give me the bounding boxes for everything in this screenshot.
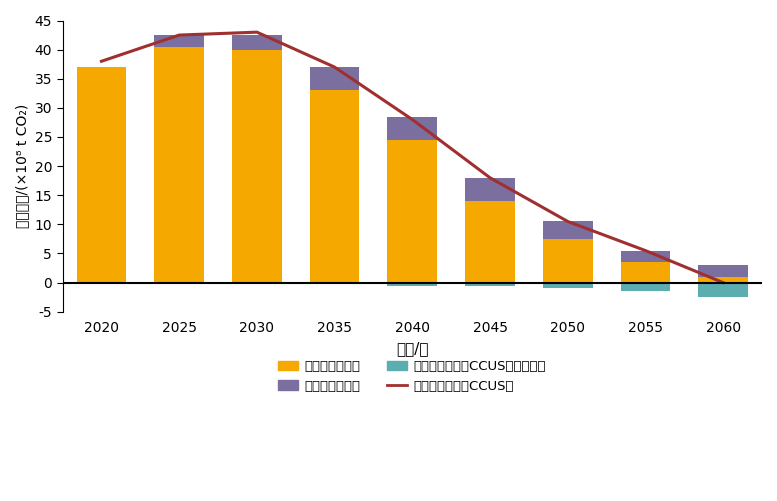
- Bar: [465, 178, 515, 201]
- Bar: [388, 283, 437, 286]
- Bar: [155, 35, 204, 47]
- Bar: [699, 283, 748, 297]
- Bar: [388, 140, 437, 283]
- Bar: [310, 67, 360, 90]
- Bar: [465, 283, 515, 286]
- Y-axis label: 碳排放量/(×10⁸ t CO₂): 碳排放量/(×10⁸ t CO₂): [15, 104, 29, 228]
- Bar: [543, 283, 593, 289]
- Legend: 煎电净碳排放；, 气电净碳排放；, 生物质碳排放（CCUS减排量）；, 总碳排放（计入CCUS）: 煎电净碳排放；, 气电净碳排放；, 生物质碳排放（CCUS减排量）；, 总碳排放…: [278, 360, 546, 392]
- Bar: [699, 265, 748, 277]
- X-axis label: 时间/年: 时间/年: [396, 341, 429, 356]
- Bar: [543, 221, 593, 239]
- Bar: [232, 35, 282, 50]
- Bar: [388, 117, 437, 140]
- Bar: [621, 250, 671, 262]
- Bar: [621, 283, 671, 292]
- Bar: [465, 201, 515, 283]
- Bar: [310, 90, 360, 283]
- Bar: [699, 277, 748, 283]
- Bar: [155, 47, 204, 283]
- Bar: [543, 239, 593, 283]
- Bar: [621, 262, 671, 283]
- Bar: [77, 67, 127, 283]
- Bar: [232, 50, 282, 283]
